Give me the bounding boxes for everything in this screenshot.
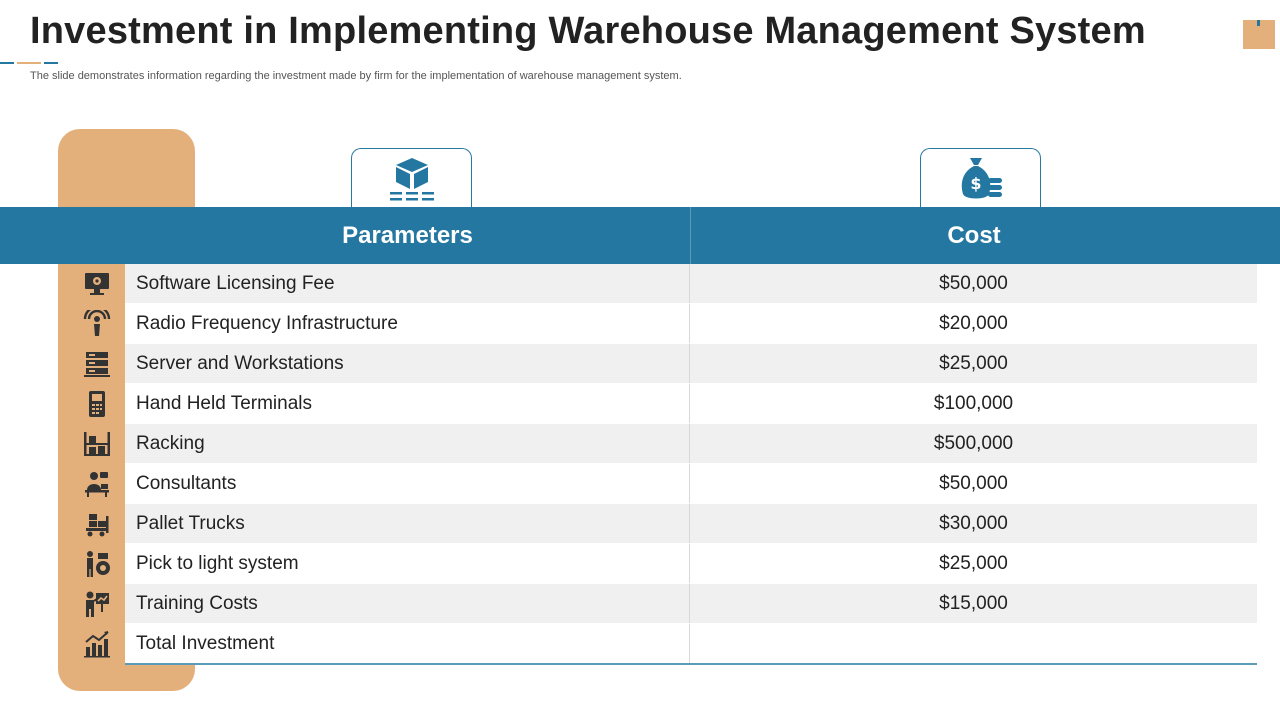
cost-cell: $25,000 <box>939 552 1008 574</box>
training-presentation-icon <box>86 591 109 617</box>
pallet-truck-icon <box>86 514 109 537</box>
slide-subtitle: The slide demonstrates information regar… <box>30 70 682 82</box>
table-row: Server and Workstations $25,000 <box>84 344 1257 384</box>
slide-title: Investment in Implementing Warehouse Man… <box>30 10 1146 52</box>
pick-to-light-icon <box>87 551 110 577</box>
corner-decoration-mark <box>1257 20 1260 26</box>
cost-cell: $15,000 <box>939 592 1008 614</box>
parameter-cell: Radio Frequency Infrastructure <box>125 304 690 343</box>
svg-text:$: $ <box>970 174 981 193</box>
table-row: Hand Held Terminals $100,000 <box>89 384 1257 424</box>
investment-growth-icon <box>84 631 110 658</box>
table-row: Consultants $50,000 <box>85 464 1257 504</box>
table-row: Software Licensing Fee $50,000 <box>85 264 1257 304</box>
cost-icon-tab: $ <box>920 148 1041 208</box>
title-accent-line-2 <box>17 62 41 64</box>
table-row: Pallet Trucks $30,000 <box>86 504 1257 544</box>
table-header-band <box>0 207 1280 264</box>
header-divider <box>690 207 691 264</box>
cost-cell <box>690 624 1257 663</box>
table-row: Total Investment <box>84 624 1257 664</box>
parameter-cell: Racking <box>125 424 690 463</box>
table-row: Racking $500,000 <box>84 424 1257 464</box>
parameter-cell: Training Costs <box>125 584 690 623</box>
handheld-terminal-icon <box>89 391 105 417</box>
cost-cell: $20,000 <box>939 312 1008 334</box>
parameters-header: Parameters <box>342 221 473 249</box>
table-row: Training Costs $15,000 <box>86 584 1257 624</box>
parameter-cell: Hand Held Terminals <box>125 384 690 423</box>
investment-table: Software Licensing Fee $50,000 Radio Fre… <box>83 264 1257 664</box>
storage-rack-icon <box>84 432 110 456</box>
cost-cell: $50,000 <box>939 472 1008 494</box>
cost-cell: $100,000 <box>933 392 1014 414</box>
cost-cell: $50,000 <box>939 272 1008 294</box>
cost-cell: $30,000 <box>939 512 1008 534</box>
title-accent-line-1 <box>0 62 14 64</box>
table-bottom-border <box>125 663 1257 665</box>
cost-cell: $500,000 <box>933 432 1014 454</box>
cost-cell: $25,000 <box>939 352 1008 374</box>
consultant-icon <box>85 472 109 497</box>
money-bag-icon: $ <box>961 157 1002 198</box>
parameter-cell: Total Investment <box>125 624 690 663</box>
table-row: Radio Frequency Infrastructure $20,000 <box>83 304 1257 344</box>
monitor-settings-icon <box>85 273 109 295</box>
parameters-icon-tab <box>351 148 472 208</box>
table-row: Pick to light system $25,000 <box>87 544 1257 584</box>
parameter-cell: Server and Workstations <box>125 344 690 383</box>
parameter-cell: Consultants <box>125 464 690 503</box>
parameter-cell: Software Licensing Fee <box>125 264 690 303</box>
rf-signal-icon <box>83 310 111 336</box>
cost-header: Cost <box>947 221 1001 249</box>
parameter-cell: Pallet Trucks <box>125 504 690 543</box>
server-rack-icon <box>84 352 110 377</box>
title-accent-line-3 <box>44 62 58 64</box>
parameter-cell: Pick to light system <box>125 544 690 583</box>
package-box-icon <box>389 157 434 200</box>
